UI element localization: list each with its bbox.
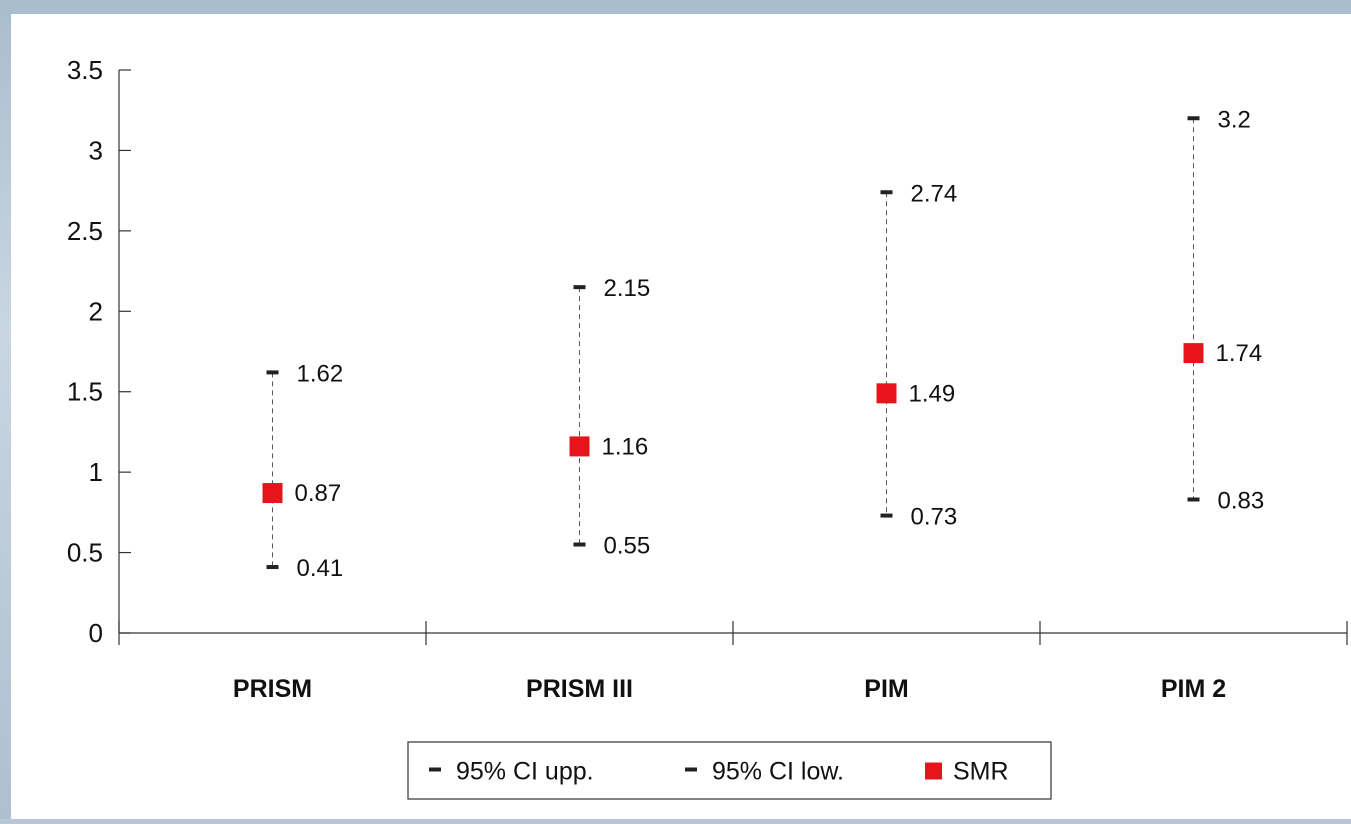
ci-upper-marker [266, 370, 279, 375]
ci-lower-marker [573, 542, 586, 547]
category-label: PRISM III [526, 675, 633, 703]
y-tick-label: 0 [89, 618, 103, 648]
legend-ci-upper-label: 95% CI upp. [456, 758, 594, 786]
legend-ci-lower-label: 95% CI low. [712, 758, 844, 786]
smr-marker [1183, 343, 1204, 364]
y-tick-label: 1 [89, 457, 103, 487]
ci-upper-label: 1.62 [297, 360, 344, 387]
legend-smr-label: SMR [953, 758, 1009, 786]
smr-label: 1.16 [602, 433, 649, 460]
y-tick-label: 3 [89, 135, 103, 165]
ci-upper-marker [573, 285, 586, 290]
chart-marks: 1.62 0.41 0.87 2.15 0.55 1.16 2.74 0.73 1.49 3.2 0… [262, 106, 1265, 582]
ci-lower-marker [1187, 497, 1200, 502]
legend-box [407, 741, 1052, 800]
ci-upper-label: 2.15 [604, 275, 651, 302]
ci-lower-label: 0.73 [911, 504, 958, 531]
legend: 95% CI upp. 95% CI low. SMR [407, 741, 1052, 800]
ci-upper-label: 2.74 [911, 180, 958, 207]
y-tick-label: 2 [89, 296, 103, 326]
smr-marker [876, 383, 897, 404]
ci-lower-marker [880, 513, 893, 518]
ci-lower-marker [266, 565, 279, 570]
ci-lower-label: 0.41 [297, 555, 344, 582]
smr-label: 1.74 [1216, 340, 1263, 367]
category-label: PIM [864, 675, 908, 703]
chart-area: 0 0.5 1 1.5 2 2.5 3 3.5 PRISM PRISM III PIM PIM 2 1… [11, 14, 1351, 819]
legend-smr-swatch [925, 762, 942, 780]
smr-label: 1.49 [909, 380, 956, 407]
smr-marker [569, 436, 590, 457]
y-tick-label: 1.5 [67, 377, 103, 407]
legend-ci-upper-swatch [429, 767, 441, 772]
axes: 0 0.5 1 1.5 2 2.5 3 3.5 PRISM PRISM III PIM PIM 2 [67, 55, 1348, 703]
y-tick-label: 0.5 [67, 538, 103, 568]
y-tick-label: 2.5 [67, 216, 103, 246]
y-tick-label: 3.5 [67, 55, 103, 85]
category-label: PIM 2 [1161, 675, 1226, 703]
smr-marker [262, 483, 283, 504]
ci-upper-marker [1187, 116, 1200, 121]
smr-label: 0.87 [295, 480, 342, 507]
category-label: PRISM [233, 675, 312, 703]
ci-upper-label: 3.2 [1218, 106, 1251, 133]
ci-upper-marker [880, 190, 893, 195]
error-bar-chart: 0 0.5 1 1.5 2 2.5 3 3.5 PRISM PRISM III PIM PIM 2 1… [67, 55, 1348, 800]
ci-lower-label: 0.83 [1218, 487, 1265, 514]
ci-lower-label: 0.55 [604, 533, 651, 560]
legend-ci-lower-swatch [685, 767, 697, 772]
